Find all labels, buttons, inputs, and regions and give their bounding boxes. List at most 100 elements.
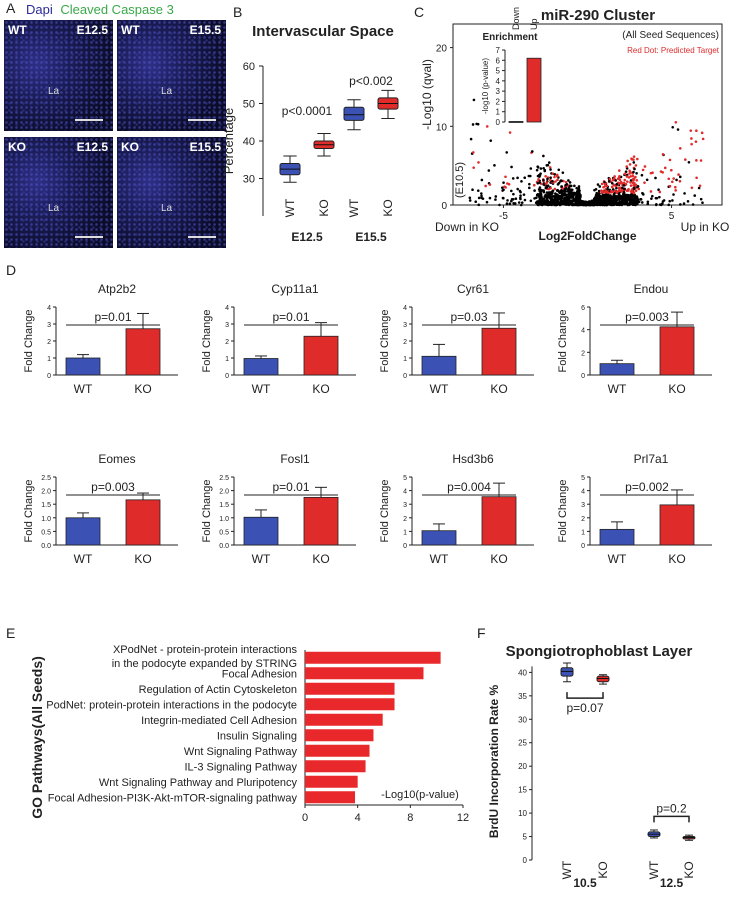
volcano-point [516,187,519,191]
volcano-point [472,98,476,102]
volcano-point [481,197,485,200]
volcano-point [564,201,568,204]
chart-d-hsd3b6-ytick-label: 3 [403,502,407,509]
chart-e-bar [305,791,356,804]
chart-e-xtick-label: 12 [457,812,469,824]
volcano-point [485,125,489,128]
chart-d-cyp11a1-ytick-label: 1 [225,356,229,363]
volcano-point [532,183,536,187]
chart-d-cyr61-ylabel: Fold Change [379,310,391,373]
volcano-point [699,197,703,201]
volcano-point [683,192,686,195]
chart-e-category-label: Focal Adhesion-PI3K-Akt-mTOR-signaling p… [48,792,298,804]
volcano-point [668,199,672,203]
chart-d-cyr61-ytick-label: 4 [403,305,407,312]
volcano-point [679,203,682,206]
volcano-point [553,173,557,176]
volcano-point [695,159,698,162]
volcano-point [623,178,627,182]
volcano-point [564,193,568,197]
volcano-point [520,180,523,183]
chart-e-bar [305,667,424,680]
chart-d-cyp11a1-ytick-label: 0 [225,373,229,380]
chart-d-cyp11a1-title: Cyp11a1 [271,282,318,296]
volcano-point [595,202,599,205]
volcano-point [519,203,523,207]
chart-d-eomes-title: Eomes [98,452,135,466]
chart-d-atp2b2-ytick-label: 0 [47,373,51,380]
chart-d-atp2b2-bar-wt [65,357,101,376]
volcano-point [617,182,621,185]
inset-ytick-label: 4 [496,77,501,86]
volcano-point [539,197,542,200]
chart-d-cyr61-pvalue: p=0.03 [450,310,487,324]
volcano-point [651,171,654,175]
volcano-point [573,198,577,202]
volcano-point [620,181,623,185]
volcano-point [678,175,682,179]
volcano-point [494,198,497,201]
volcano-point [613,192,616,195]
volcano-point [646,202,650,206]
chart-d-prl7a1-label-wt: WT [608,552,627,566]
chart-d-fosl1-ylabel: Fold Change [201,480,213,543]
volcano-point [600,189,603,192]
volcano-point [605,201,608,204]
volcano-point [613,175,616,178]
volcano-point [628,172,631,175]
chart-b-ytick-label: 50 [243,99,255,111]
volcano-point [477,203,481,207]
chart-e-category-label: Focal Adhesion [222,668,297,680]
volcano-point [536,203,540,207]
scale-bar [188,236,216,238]
chart-d-atp2b2-ytick-label: 2 [47,339,51,346]
chart-d-eomes-pvalue: p=0.003 [91,480,135,494]
chart-e-category-label: Wnt Signaling Pathway and Pluripotency [99,777,298,789]
volcano-point [684,158,687,161]
chart-b-E15-5-wt-box [343,106,365,121]
chart-d-prl7a1-pvalue: p=0.002 [625,480,669,494]
volcano-point [502,196,505,200]
volcano-point [622,192,626,196]
volcano-point [607,180,611,183]
volcano-point [561,187,565,190]
volcano-point [488,196,492,200]
volcano-point [570,199,574,202]
volcano-point [477,196,481,200]
volcano-point [577,185,581,188]
volcano-point [671,199,674,202]
chart-f-bracket-10-5 [566,692,604,699]
volcano-point [628,169,631,173]
volcano-point [659,170,663,173]
chart-b-category-label: WT [283,198,297,217]
chart-f-category-label: KO [596,861,610,878]
legend-dapi: Dapi [26,2,53,17]
chart-d-endou-title: Endou [634,282,669,296]
volcano-point [503,185,506,188]
volcano-point [670,168,673,172]
volcano-point [640,173,644,177]
chart-d-prl7a1-ytick-label: 5 [581,475,585,482]
volcano-point [618,200,622,203]
volcano-point [539,202,542,206]
chart-d-endou-pvalue: p=0.003 [625,310,669,324]
chart-d-fosl1-title: Fosl1 [280,452,310,466]
genotype-label: KO [8,140,26,154]
volcano-point [671,180,674,184]
volcano-point [516,176,519,180]
chart-f-ytick-label: 25 [518,739,527,748]
volcano-point [645,178,649,182]
chart-f-category-label: WT [647,860,661,879]
volcano-point [599,195,603,198]
volcano-point [606,187,610,191]
volcano-point [618,195,621,199]
volcano-point [687,160,691,164]
chart-d-atp2b2-ytick-label: 3 [47,322,51,329]
volcano-point [557,181,561,185]
volcano-point [512,192,515,196]
volcano-point [646,200,650,204]
volcano-point [614,195,618,199]
volcano-point [570,192,574,196]
volcano-point [596,199,599,203]
volcano-point [596,183,600,186]
